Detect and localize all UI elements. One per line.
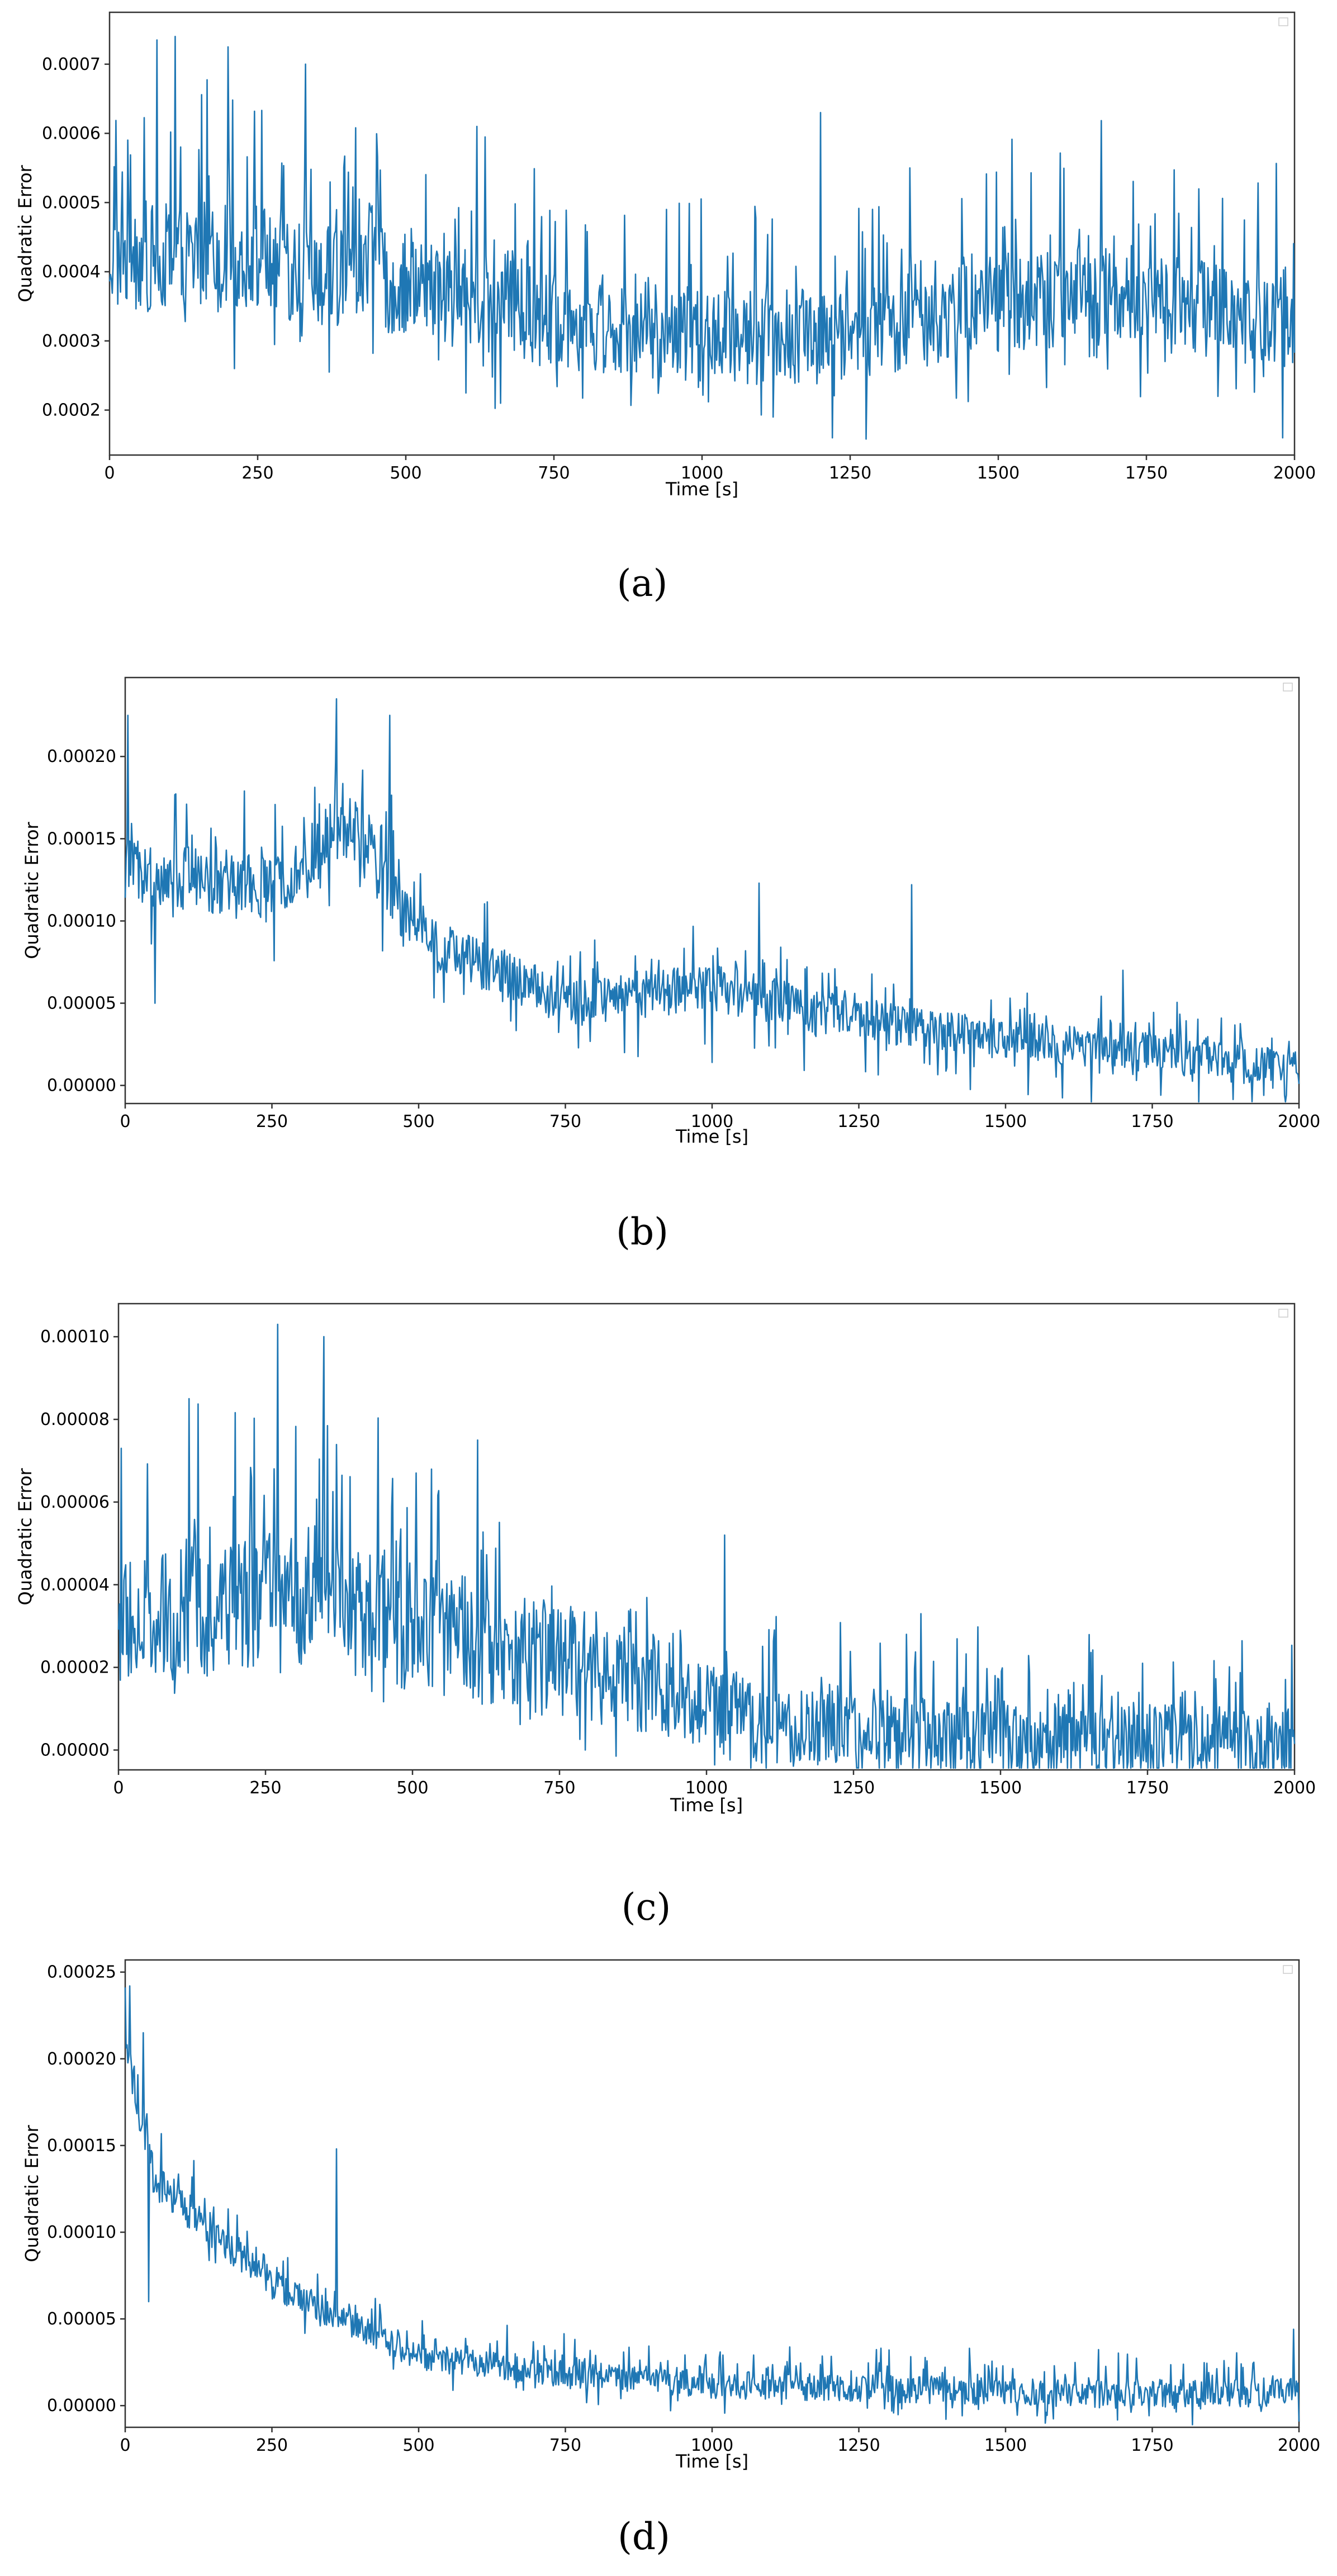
y-tick-label: 0.00025 — [47, 1963, 116, 1982]
x-tick-label: 750 — [549, 2436, 581, 2455]
x-axis-label: Time [s] — [675, 1126, 748, 1147]
x-tick-label: 1500 — [984, 2436, 1027, 2455]
y-tick-label: 0.00020 — [47, 2049, 116, 2069]
y-tick-label: 0.0007 — [42, 55, 101, 74]
x-ticks: 0 250 500 750 1000 1250 1500 1750 2000 — [120, 2427, 1320, 2455]
y-tick-label: 0.0002 — [42, 401, 101, 420]
y-tick-label: 0.00000 — [47, 2396, 116, 2416]
y-axis-label: Quadratic Error — [15, 1467, 36, 1605]
y-tick-label: 0.00000 — [47, 1076, 116, 1096]
y-axis-label: Quadratic Error — [15, 164, 36, 302]
y-tick-label: 0.00010 — [47, 911, 116, 931]
legend-box — [1278, 17, 1288, 26]
legend-box — [1278, 1309, 1288, 1318]
y-tick-label: 0.0004 — [42, 262, 101, 282]
y-ticks: 0.00000 0.00005 0.00010 0.00015 0.00020 — [47, 747, 125, 1096]
x-tick-label: 1500 — [979, 1778, 1022, 1798]
error-series-line — [124, 1985, 1300, 2426]
panel-caption: (d) — [618, 2515, 670, 2558]
y-axis-label: Quadratic Error — [21, 2124, 42, 2262]
x-tick-label: 2000 — [1278, 1112, 1320, 1131]
x-tick-label: 750 — [538, 463, 570, 483]
y-axis-label: Quadratic Error — [21, 821, 42, 959]
x-ticks: 0 250 500 750 1000 1250 1500 1750 2000 — [104, 455, 1316, 483]
x-tick-label: 750 — [549, 1112, 581, 1131]
x-tick-label: 1750 — [1131, 2436, 1173, 2455]
x-tick-label: 0 — [113, 1778, 124, 1798]
x-tick-label: 250 — [249, 1778, 281, 1798]
x-tick-label: 0 — [120, 1112, 130, 1131]
y-tick-label: 0.00008 — [40, 1410, 110, 1429]
y-ticks: 0.00000 0.00005 0.00010 0.00015 0.00020 0.000… — [47, 1963, 125, 2416]
y-tick-label: 0.0005 — [42, 193, 101, 212]
x-tick-label: 1750 — [1131, 1112, 1173, 1131]
y-tick-label: 0.00015 — [47, 2136, 116, 2156]
x-tick-label: 1250 — [829, 463, 871, 483]
panel-caption: (c) — [622, 1886, 671, 1929]
error-series-line — [124, 698, 1300, 1103]
y-tick-label: 0.00020 — [47, 747, 116, 766]
x-tick-label: 500 — [396, 1778, 428, 1798]
error-series-line — [108, 36, 1296, 440]
error-series-line — [117, 1323, 1296, 1769]
x-axis-label: Time [s] — [675, 2451, 748, 2472]
x-ticks: 0 250 500 750 1000 1250 1500 1750 2000 — [113, 1770, 1316, 1798]
panel-caption: (b) — [616, 1210, 668, 1253]
x-tick-label: 2000 — [1273, 463, 1316, 483]
x-tick-label: 500 — [390, 463, 421, 483]
panel-a: Time [s] Quadratic Error (a) 0 250 500 750 1… — [15, 11, 1316, 605]
x-tick-label: 500 — [402, 2436, 434, 2455]
x-tick-label: 250 — [241, 463, 273, 483]
panel-d: Time [s] Quadratic Error (d) 0 250 500 750 1… — [21, 1959, 1320, 2558]
x-tick-label: 1750 — [1126, 1778, 1169, 1798]
y-ticks: 0.0002 0.0003 0.0004 0.0005 0.0006 0.0007 — [42, 55, 110, 420]
x-tick-label: 1500 — [977, 463, 1020, 483]
panel-caption: (a) — [617, 562, 668, 605]
x-tick-label: 1000 — [685, 1778, 728, 1798]
x-tick-label: 750 — [543, 1778, 575, 1798]
x-tick-label: 500 — [402, 1112, 434, 1131]
y-ticks: 0.00000 0.00002 0.00004 0.00006 0.00008 0.000… — [40, 1327, 118, 1760]
x-tick-label: 2000 — [1278, 2436, 1320, 2455]
panel-c: Time [s] Quadratic Error (c) 0 250 500 750 1… — [15, 1303, 1316, 1929]
x-tick-label: 1750 — [1125, 463, 1168, 483]
y-tick-label: 0.00005 — [47, 994, 116, 1014]
x-tick-label: 0 — [120, 2436, 130, 2455]
x-tick-label: 1250 — [832, 1778, 875, 1798]
y-tick-label: 0.00004 — [40, 1575, 110, 1595]
y-tick-label: 0.00002 — [40, 1658, 110, 1678]
y-tick-label: 0.00000 — [40, 1741, 110, 1760]
x-ticks: 0 250 500 750 1000 1250 1500 1750 2000 — [120, 1104, 1320, 1131]
x-tick-label: 250 — [256, 2436, 288, 2455]
legend-box — [1283, 683, 1293, 692]
x-tick-label: 1000 — [681, 463, 723, 483]
x-axis-label: Time [s] — [665, 479, 738, 500]
x-tick-label: 1000 — [691, 2436, 733, 2455]
x-tick-label: 0 — [104, 463, 115, 483]
panel-b: Time [s] Quadratic Error (b) 0 250 500 750 1… — [21, 676, 1320, 1253]
y-tick-label: 0.00005 — [47, 2309, 116, 2329]
y-tick-label: 0.00015 — [47, 829, 116, 849]
x-tick-label: 2000 — [1273, 1778, 1316, 1798]
y-tick-label: 0.00010 — [40, 1327, 110, 1347]
axes-frame — [124, 1959, 1300, 2428]
y-tick-label: 0.0006 — [42, 124, 101, 144]
y-tick-label: 0.0003 — [42, 332, 101, 351]
x-axis-label: Time [s] — [670, 1794, 743, 1816]
y-tick-label: 0.00010 — [47, 2223, 116, 2242]
y-tick-label: 0.00006 — [40, 1493, 110, 1512]
x-tick-label: 1500 — [984, 1112, 1027, 1131]
x-tick-label: 1000 — [691, 1112, 733, 1131]
legend-box — [1283, 1965, 1293, 1974]
x-tick-label: 1250 — [837, 1112, 880, 1131]
x-tick-label: 1250 — [837, 2436, 880, 2455]
x-tick-label: 250 — [256, 1112, 288, 1131]
